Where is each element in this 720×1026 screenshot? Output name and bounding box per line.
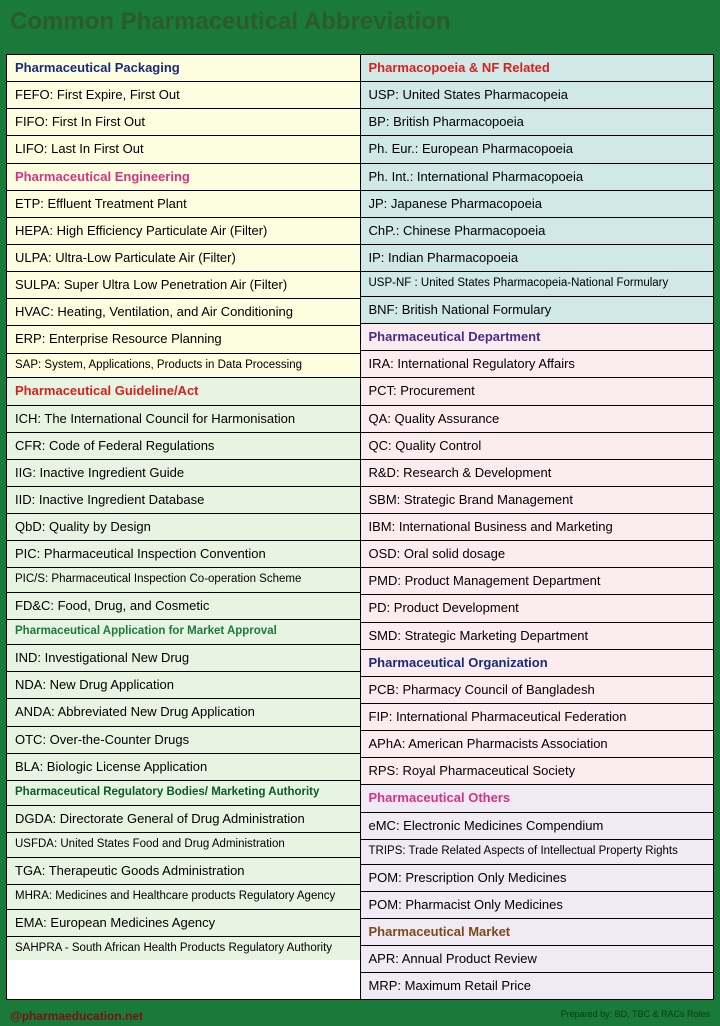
abbrev-row: MRP: Maximum Retail Price — [361, 973, 714, 999]
abbrev-row: PMD: Product Management Department — [361, 568, 714, 595]
abbrev-row: IIG: Inactive Ingredient Guide — [7, 460, 360, 487]
abbrev-row: OSD: Oral solid dosage — [361, 541, 714, 568]
abbrev-row: ANDA: Abbreviated New Drug Application — [7, 699, 360, 726]
abbrev-row: PCB: Pharmacy Council of Bangladesh — [361, 677, 714, 704]
abbrev-row: BLA: Biologic License Application — [7, 754, 360, 781]
footer-left: @pharmaeducation.net — [10, 1009, 143, 1023]
right-column: Pharmacopoeia & NF RelatedUSP: United St… — [361, 55, 714, 999]
abbrev-row: FD&C: Food, Drug, and Cosmetic — [7, 593, 360, 620]
abbrev-row: HEPA: High Efficiency Particulate Air (F… — [7, 218, 360, 245]
abbrev-row: EMA: European Medicines Agency — [7, 910, 360, 937]
abbrev-row: eMC: Electronic Medicines Compendium — [361, 813, 714, 840]
abbrev-row: SMD: Strategic Marketing Department — [361, 623, 714, 650]
abbrev-row: ETP: Effluent Treatment Plant — [7, 191, 360, 218]
section-title: Pharmaceutical Engineering — [7, 164, 360, 191]
section-title: Pharmacopoeia & NF Related — [361, 55, 714, 82]
abbrev-row: USP: United States Pharmacopeia — [361, 82, 714, 109]
abbrev-row: USFDA: United States Food and Drug Admin… — [7, 833, 360, 858]
footer: @pharmaeducation.net Prepared by: BD, TB… — [0, 1006, 720, 1026]
abbrev-row: OTC: Over-the-Counter Drugs — [7, 727, 360, 754]
abbrev-row: USP-NF : United States Pharmacopeia-Nati… — [361, 272, 714, 297]
section-title: Pharmaceutical Market — [361, 919, 714, 946]
abbrev-row: JP: Japanese Pharmacopoeia — [361, 191, 714, 218]
abbrev-row: TGA: Therapeutic Goods Administration — [7, 858, 360, 885]
abbrev-row: R&D: Research & Development — [361, 460, 714, 487]
abbrev-row: TRIPS: Trade Related Aspects of Intellec… — [361, 840, 714, 865]
footer-right: Prepared by: BD, TBC & RACs Roles — [561, 1009, 710, 1019]
abbrev-row: NDA: New Drug Application — [7, 672, 360, 699]
abbrev-row: PIC/S: Pharmaceutical Inspection Co-oper… — [7, 568, 360, 593]
page-title: Common Pharmaceutical Abbreviation — [0, 0, 720, 52]
abbrev-row: IND: Investigational New Drug — [7, 645, 360, 672]
abbrev-row: QC: Quality Control — [361, 433, 714, 460]
abbreviation-table: Pharmaceutical PackagingFEFO: First Expi… — [6, 54, 714, 1000]
section-title: Pharmaceutical Packaging — [7, 55, 360, 82]
abbrev-row: SULPA: Super Ultra Low Penetration Air (… — [7, 272, 360, 299]
section-title: Pharmaceutical Others — [361, 785, 714, 812]
section-title: Pharmaceutical Department — [361, 324, 714, 351]
abbrev-row: FIP: International Pharmaceutical Federa… — [361, 704, 714, 731]
abbrev-row: BP: British Pharmacopoeia — [361, 109, 714, 136]
abbrev-row: FIFO: First In First Out — [7, 109, 360, 136]
abbrev-row: QbD: Quality by Design — [7, 514, 360, 541]
abbrev-row: PIC: Pharmaceutical Inspection Conventio… — [7, 541, 360, 568]
abbrev-row: CFR: Code of Federal Regulations — [7, 433, 360, 460]
abbrev-row: APhA: American Pharmacists Association — [361, 731, 714, 758]
section-title: Pharmaceutical Regulatory Bodies/ Market… — [7, 781, 360, 806]
abbrev-row: IRA: International Regulatory Affairs — [361, 351, 714, 378]
abbrev-row: RPS: Royal Pharmaceutical Society — [361, 758, 714, 785]
section-title: Pharmaceutical Organization — [361, 650, 714, 677]
abbrev-row: FEFO: First Expire, First Out — [7, 82, 360, 109]
abbrev-row: SAHPRA - South African Health Products R… — [7, 937, 360, 961]
abbrev-row: APR: Annual Product Review — [361, 946, 714, 973]
abbrev-row: MHRA: Medicines and Healthcare products … — [7, 885, 360, 910]
left-column: Pharmaceutical PackagingFEFO: First Expi… — [7, 55, 361, 999]
section-title: Pharmaceutical Application for Market Ap… — [7, 620, 360, 645]
abbrev-row: Ph. Eur.: European Pharmacopoeia — [361, 136, 714, 163]
abbrev-row: SAP: System, Applications, Products in D… — [7, 354, 360, 379]
abbrev-row: LIFO: Last In First Out — [7, 136, 360, 163]
abbrev-row: IID: Inactive Ingredient Database — [7, 487, 360, 514]
abbrev-row: SBM: Strategic Brand Management — [361, 487, 714, 514]
abbrev-row: ChP.: Chinese Pharmacopoeia — [361, 218, 714, 245]
abbrev-row: PCT: Procurement — [361, 378, 714, 405]
abbrev-row: DGDA: Directorate General of Drug Admini… — [7, 806, 360, 833]
abbrev-row: QA: Quality Assurance — [361, 406, 714, 433]
abbrev-row: Ph. Int.: International Pharmacopoeia — [361, 164, 714, 191]
abbrev-row: POM: Pharmacist Only Medicines — [361, 892, 714, 919]
abbrev-row: BNF: British National Formulary — [361, 297, 714, 324]
abbrev-row: ULPA: Ultra-Low Particulate Air (Filter) — [7, 245, 360, 272]
abbrev-row: ERP: Enterprise Resource Planning — [7, 326, 360, 353]
abbrev-row: ICH: The International Council for Harmo… — [7, 406, 360, 433]
abbrev-row: POM: Prescription Only Medicines — [361, 865, 714, 892]
section-title: Pharmaceutical Guideline/Act — [7, 378, 360, 405]
abbrev-row: IBM: International Business and Marketin… — [361, 514, 714, 541]
abbrev-row: PD: Product Development — [361, 595, 714, 622]
abbrev-row: HVAC: Heating, Ventilation, and Air Cond… — [7, 299, 360, 326]
abbrev-row: IP: Indian Pharmacopoeia — [361, 245, 714, 272]
